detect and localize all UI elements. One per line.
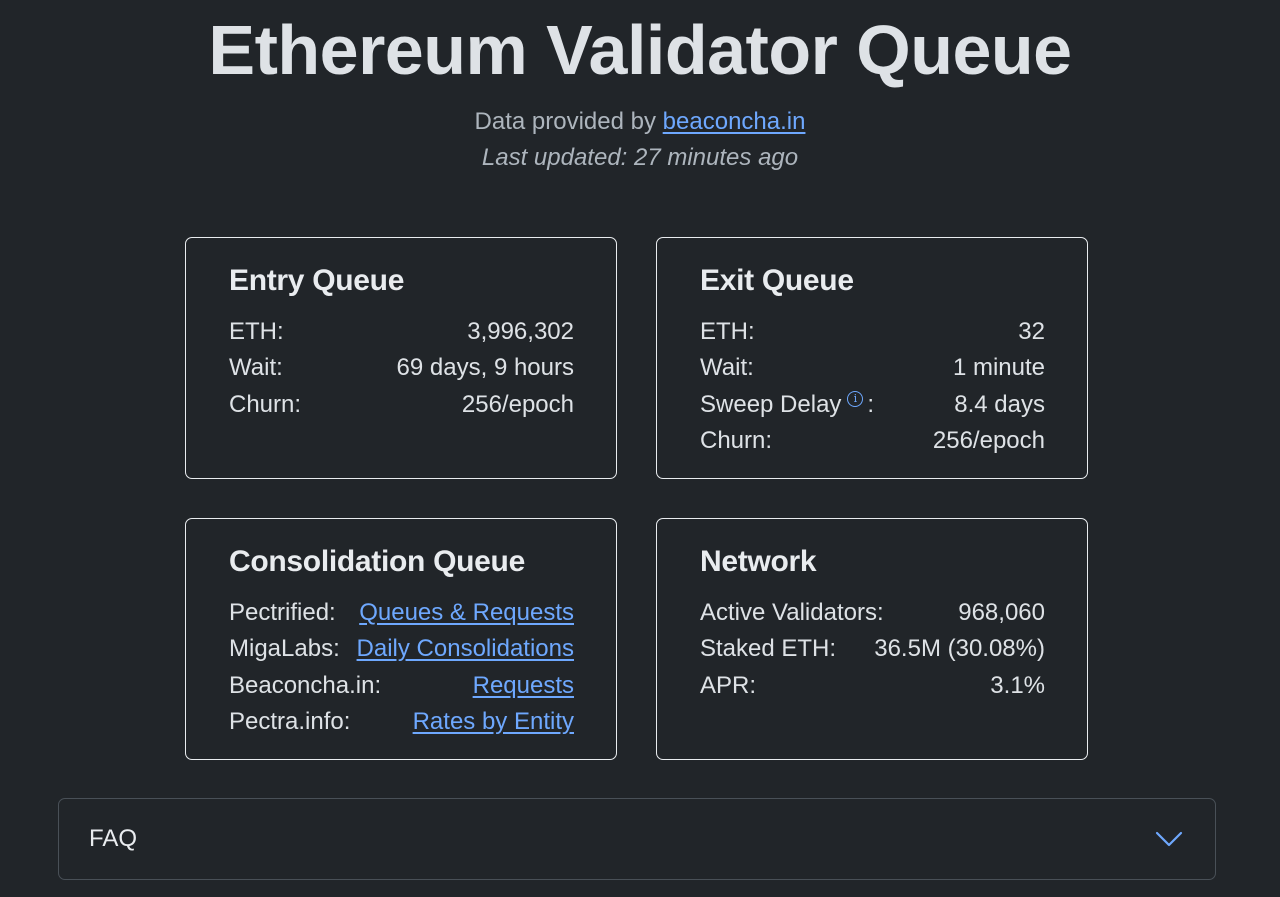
- info-icon[interactable]: i: [847, 390, 864, 407]
- row-value: 36.5M (30.08%): [874, 635, 1045, 663]
- exit-queue-card: Exit Queue ETH: 32 Wait: 1 minute Sweep …: [656, 237, 1088, 479]
- row-label: Active Validators:: [700, 599, 884, 626]
- row-label: Wait:: [700, 354, 754, 382]
- card-title: Entry Queue: [229, 264, 405, 297]
- active-validators-row: Active Validators: 968,060: [700, 595, 1045, 631]
- row-label: Wait:: [229, 354, 283, 382]
- row-value: 69 days, 9 hours: [396, 354, 574, 382]
- faq-accordion[interactable]: FAQ: [58, 798, 1216, 880]
- page-title: Ethereum Validator Queue: [208, 11, 1072, 89]
- queues-requests-link[interactable]: Queues & Requests: [359, 599, 574, 626]
- row-value: 3.1%: [990, 671, 1045, 699]
- exit-wait-row: Wait: 1 minute: [700, 350, 1045, 386]
- entry-churn-row: Churn: 256/epoch: [229, 387, 574, 423]
- chevron-down-icon: [1155, 831, 1183, 847]
- row-value: 32: [1018, 318, 1045, 345]
- row-label: Beaconcha.in:: [229, 671, 382, 699]
- pectra-info-row: Pectra.info: Rates by Entity: [229, 704, 574, 740]
- row-label: Staked ETH:: [700, 635, 837, 663]
- row-label: Sweep Delay: [700, 390, 842, 418]
- row-value: 256/epoch: [932, 426, 1045, 454]
- row-label: Churn:: [229, 390, 302, 418]
- row-label-colon: :: [867, 390, 875, 418]
- card-title: Consolidation Queue: [229, 545, 525, 578]
- row-label: Pectra.info:: [229, 707, 351, 735]
- exit-eth-row: ETH: 32: [700, 314, 1045, 350]
- data-provider-line: Data provided by beaconcha.in: [0, 108, 1280, 136]
- row-label: ETH:: [700, 318, 755, 345]
- card-title: Exit Queue: [700, 264, 854, 297]
- beaconcha-link[interactable]: beaconcha.in: [662, 108, 806, 135]
- staked-eth-row: Staked ETH: 36.5M (30.08%): [700, 631, 1045, 667]
- rates-by-entity-link[interactable]: Rates by Entity: [412, 707, 574, 735]
- migalabs-row: MigaLabs: Daily Consolidations: [229, 631, 574, 667]
- row-value: 256/epoch: [461, 390, 574, 418]
- consolidation-queue-card: Consolidation Queue Pectrified: Queues &…: [185, 518, 617, 760]
- apr-row: APR: 3.1%: [700, 668, 1045, 704]
- row-label: MigaLabs:: [229, 635, 340, 663]
- faq-label: FAQ: [89, 825, 138, 852]
- last-updated: Last updated: 27 minutes ago: [481, 144, 799, 171]
- row-value: 968,060: [958, 599, 1045, 626]
- beaconchain-row: Beaconcha.in: Requests: [229, 668, 574, 704]
- requests-link[interactable]: Requests: [472, 671, 574, 699]
- row-value: 8.4 days: [954, 390, 1045, 418]
- row-label: Pectrified:: [229, 599, 336, 626]
- row-label-group: Sweep Delay i:: [700, 387, 874, 423]
- daily-consolidations-link[interactable]: Daily Consolidations: [356, 635, 574, 663]
- entry-wait-row: Wait: 69 days, 9 hours: [229, 350, 574, 386]
- row-value: 1 minute: [952, 354, 1045, 382]
- network-card: Network Active Validators: 968,060 Stake…: [656, 518, 1088, 760]
- row-label: ETH:: [229, 318, 284, 345]
- row-label: Churn:: [700, 426, 773, 454]
- row-label: APR:: [700, 671, 757, 699]
- pectrified-row: Pectrified: Queues & Requests: [229, 595, 574, 631]
- exit-sweep-delay-row: Sweep Delay i: 8.4 days: [700, 387, 1045, 423]
- data-provider-prefix: Data provided by: [474, 108, 656, 135]
- exit-churn-row: Churn: 256/epoch: [700, 423, 1045, 459]
- entry-eth-row: ETH: 3,996,302: [229, 314, 574, 350]
- card-title: Network: [700, 545, 817, 578]
- row-value: 3,996,302: [467, 318, 574, 345]
- entry-queue-card: Entry Queue ETH: 3,996,302 Wait: 69 days…: [185, 237, 617, 479]
